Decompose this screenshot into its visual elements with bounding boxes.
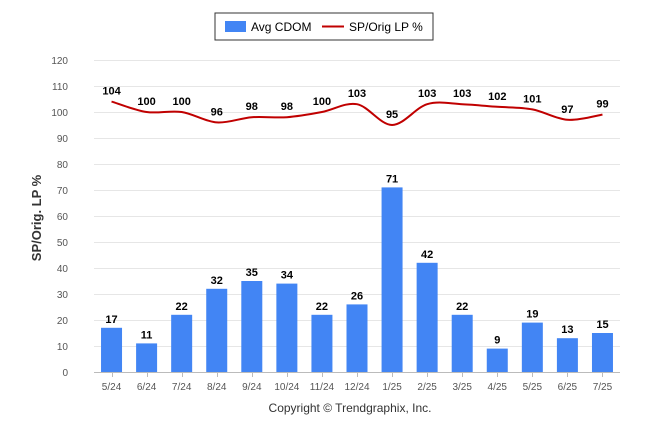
x-tick-label: 7/24	[172, 382, 192, 393]
y-tick-label: 100	[51, 108, 68, 119]
bar-data-label: 32	[211, 275, 223, 287]
bar-data-label: 17	[105, 314, 117, 326]
x-tick-label: 2/25	[417, 382, 437, 393]
bar-data-label: 15	[596, 319, 608, 331]
y-tick-label: 40	[57, 264, 69, 275]
bar	[346, 304, 368, 372]
bar-data-label: 22	[316, 301, 328, 313]
bar	[416, 262, 438, 372]
x-tick-label: 6/24	[137, 382, 157, 393]
bar-data-label: 22	[456, 301, 468, 313]
bar-data-label: 71	[386, 173, 398, 185]
line-data-label: 100	[313, 96, 331, 108]
line-data-label: 103	[348, 88, 366, 100]
y-tick-label: 30	[57, 290, 69, 301]
bar-data-label: 22	[176, 301, 188, 313]
x-tick-label: 6/25	[558, 382, 578, 393]
y-tick-label: 120	[51, 56, 68, 67]
bar-data-label: 26	[351, 290, 363, 302]
legend-swatch-bars	[225, 21, 246, 32]
bar-data-label: 42	[421, 249, 433, 261]
bar	[591, 333, 613, 372]
bar-data-label: 13	[561, 324, 573, 336]
bar-data-label: 19	[526, 309, 538, 321]
line-data-label: 100	[172, 96, 190, 108]
x-tick-label: 3/25	[452, 382, 472, 393]
y-tick-label: 10	[57, 342, 69, 353]
y-tick-label: 60	[57, 212, 69, 223]
bar-data-label: 9	[494, 335, 500, 347]
bar-data-label: 35	[246, 267, 258, 279]
line-series: 104 100 100 96 98 98 100 103 95 103 103 102 101 97 99	[102, 86, 609, 127]
line-data-label: 100	[137, 96, 155, 108]
x-tick-label: 4/25	[488, 382, 508, 393]
copyright-text: Copyright © Trendgraphix, Inc.	[269, 401, 432, 415]
line-data-label: 104	[102, 86, 121, 98]
line-data-label: 102	[488, 91, 506, 103]
line-data-label: 95	[386, 109, 398, 121]
y-tick-label: 70	[57, 186, 69, 197]
x-axis-ticks: 5/24 6/24 7/24 8/24 9/24 10/24 11/24 12/24 1/25 2…	[102, 372, 613, 393]
bar	[556, 338, 578, 372]
line-data-label: 98	[246, 101, 258, 113]
legend-label-bars: Avg CDOM	[251, 20, 311, 34]
y-axis-title: SP/Orig. LP %	[29, 174, 44, 261]
y-tick-label: 80	[57, 160, 69, 171]
x-tick-label: 12/24	[344, 382, 369, 393]
bar	[486, 348, 508, 372]
y-tick-label: 50	[57, 238, 69, 249]
y-axis-ticks: 0 10 20 30 40 50 60 70 80 90 100 110 120	[51, 56, 68, 379]
bar	[451, 314, 473, 372]
bar-data-label: 34	[281, 270, 294, 282]
x-tick-label: 8/24	[207, 382, 227, 393]
y-tick-label: 90	[57, 134, 69, 145]
x-tick-label: 7/25	[593, 382, 613, 393]
bar	[241, 281, 263, 372]
bar	[206, 288, 228, 372]
bar	[521, 322, 543, 372]
line-data-label: 103	[418, 88, 436, 100]
bar	[311, 314, 333, 372]
legend-label-line: SP/Orig LP %	[349, 20, 423, 34]
bar-data-label: 11	[141, 329, 153, 341]
x-tick-label: 5/24	[102, 382, 122, 393]
line-data-label: 101	[523, 93, 541, 105]
bar-series: 17 11 22 32 35 34 22 26 71 42 22 9 19 13 15	[101, 173, 613, 372]
line-data-label: 99	[596, 99, 608, 111]
bar	[101, 327, 123, 372]
bar	[171, 314, 193, 372]
y-tick-label: 20	[57, 316, 69, 327]
line-data-label: 96	[211, 106, 223, 118]
legend: Avg CDOM SP/Orig LP %	[214, 12, 434, 41]
x-tick-label: 10/24	[274, 382, 299, 393]
y-tick-label: 110	[52, 82, 68, 93]
series-line	[111, 100, 603, 127]
x-tick-label: 1/25	[382, 382, 402, 393]
bar	[276, 283, 298, 372]
x-tick-label: 9/24	[242, 382, 262, 393]
line-data-label: 97	[561, 104, 573, 116]
line-data-label: 98	[281, 101, 293, 113]
x-tick-label: 5/25	[523, 382, 543, 393]
x-tick-label: 11/24	[310, 382, 335, 393]
y-tick-label: 0	[62, 368, 68, 379]
bar	[381, 187, 403, 372]
line-data-label: 103	[453, 88, 471, 100]
bar	[136, 343, 158, 372]
